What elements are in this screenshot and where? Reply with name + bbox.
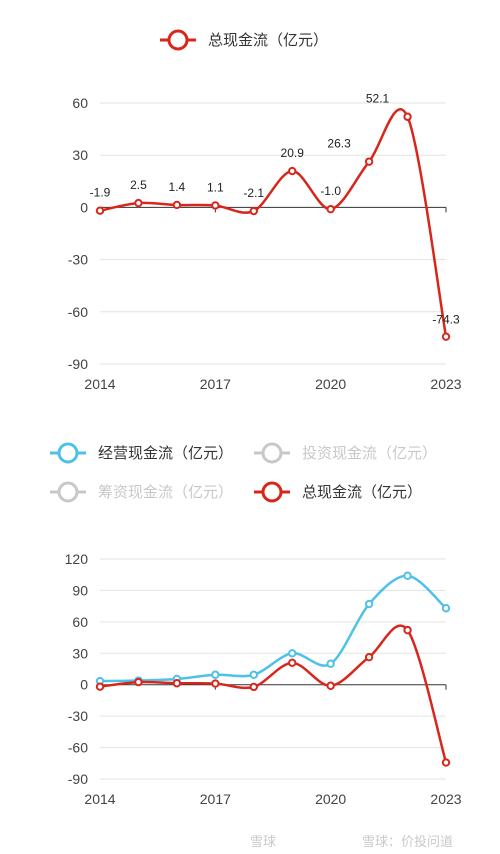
legend-item-1: 经营现金流（亿元） — [50, 442, 233, 464]
chart-total-cashflow: 总现金流（亿元） 60 30 0 -30 -60 -90 2014 2017 2020 2023 -1… — [68, 29, 462, 392]
chart-cashflow-compare: 经营现金流（亿元） 投资现金流（亿元） 筹资现金流（亿元） 总现金流（亿元） 120 90… — [50, 442, 462, 807]
x-tick-label: 2020 — [315, 791, 346, 807]
data-point — [403, 625, 412, 635]
data-point — [211, 201, 220, 210]
y-tick-label: -60 — [68, 304, 88, 320]
y-tick-label: 60 — [72, 95, 88, 111]
watermark: 雪球 雪球：价投问道 — [250, 834, 453, 849]
data-point — [134, 677, 143, 687]
data-point — [288, 658, 297, 668]
x-tick-label: 2014 — [84, 376, 115, 392]
series-line-2 — [99, 624, 448, 763]
legend-label: 总现金流（亿元） — [302, 484, 422, 501]
data-point — [326, 681, 335, 690]
x-tick-label: 2020 — [315, 376, 346, 392]
data-point — [172, 679, 182, 688]
data-point — [441, 604, 451, 613]
data-point — [288, 166, 297, 176]
y-tick-label: -30 — [68, 252, 88, 268]
legend-item-2: 投资现金流（亿元） — [254, 442, 437, 464]
data-label: -2.1 — [243, 186, 264, 200]
legend-marker — [261, 442, 283, 464]
data-label: 1.1 — [207, 180, 224, 194]
legend-marker — [57, 481, 79, 503]
data-label: 2.5 — [130, 178, 147, 192]
data-point — [441, 758, 451, 767]
y-tick-label: 0 — [80, 677, 88, 693]
data-point — [95, 206, 105, 215]
legend-item-1: 总现金流（亿元） — [160, 29, 328, 51]
legend-item-3: 筹资现金流（亿元） — [50, 481, 233, 503]
y-tick-label: 90 — [72, 582, 88, 598]
legend-marker — [261, 481, 283, 503]
series-line-1 — [99, 574, 447, 683]
data-label: -74.3 — [432, 313, 460, 327]
data-point — [364, 599, 374, 609]
x-tick-label: 2023 — [430, 791, 461, 807]
data-label: 1.4 — [169, 180, 186, 194]
y-tick-label: -90 — [68, 356, 88, 372]
y-tick-label: 120 — [65, 551, 89, 567]
legend-label: 经营现金流（亿元） — [98, 445, 233, 462]
y-tick-label: -60 — [68, 740, 88, 756]
y-tick-label: 0 — [80, 199, 88, 215]
data-label: 20.9 — [281, 146, 305, 160]
legend-label: 投资现金流（亿元） — [302, 445, 437, 462]
data-point — [134, 198, 143, 208]
watermark-right: 雪球：价投问道 — [362, 834, 453, 849]
series-line-1 — [99, 107, 448, 337]
legend-marker — [167, 29, 189, 51]
y-tick-label: 30 — [72, 645, 88, 661]
data-point — [211, 670, 220, 679]
watermark-left: 雪球 — [250, 834, 276, 849]
data-label: -1.0 — [320, 184, 341, 198]
data-label: 26.3 — [327, 137, 351, 151]
data-point — [441, 332, 451, 341]
data-point — [326, 204, 335, 214]
data-label: -1.9 — [90, 186, 111, 200]
data-point — [211, 679, 220, 688]
data-point — [172, 200, 182, 210]
legend-item-4: 总现金流（亿元） — [254, 481, 422, 503]
data-label: 52.1 — [366, 92, 390, 106]
legend-label: 筹资现金流（亿元） — [98, 484, 233, 501]
data-point — [288, 649, 297, 658]
legend-label: 总现金流（亿元） — [208, 32, 328, 49]
legend-marker — [57, 442, 79, 464]
data-point — [249, 682, 258, 692]
data-point — [364, 652, 374, 662]
x-tick-label: 2023 — [430, 376, 461, 392]
x-tick-label: 2017 — [200, 376, 231, 392]
data-point — [364, 157, 374, 166]
data-point — [403, 112, 412, 121]
x-tick-label: 2017 — [200, 791, 231, 807]
data-point — [249, 206, 258, 216]
data-point — [95, 682, 105, 691]
y-tick-label: 30 — [72, 147, 88, 163]
y-tick-label: 60 — [72, 614, 88, 630]
x-tick-label: 2014 — [84, 791, 115, 807]
y-tick-label: -90 — [68, 771, 88, 787]
data-point — [326, 659, 335, 668]
data-point — [249, 670, 258, 679]
y-tick-label: -30 — [68, 708, 88, 724]
data-point — [403, 571, 412, 580]
